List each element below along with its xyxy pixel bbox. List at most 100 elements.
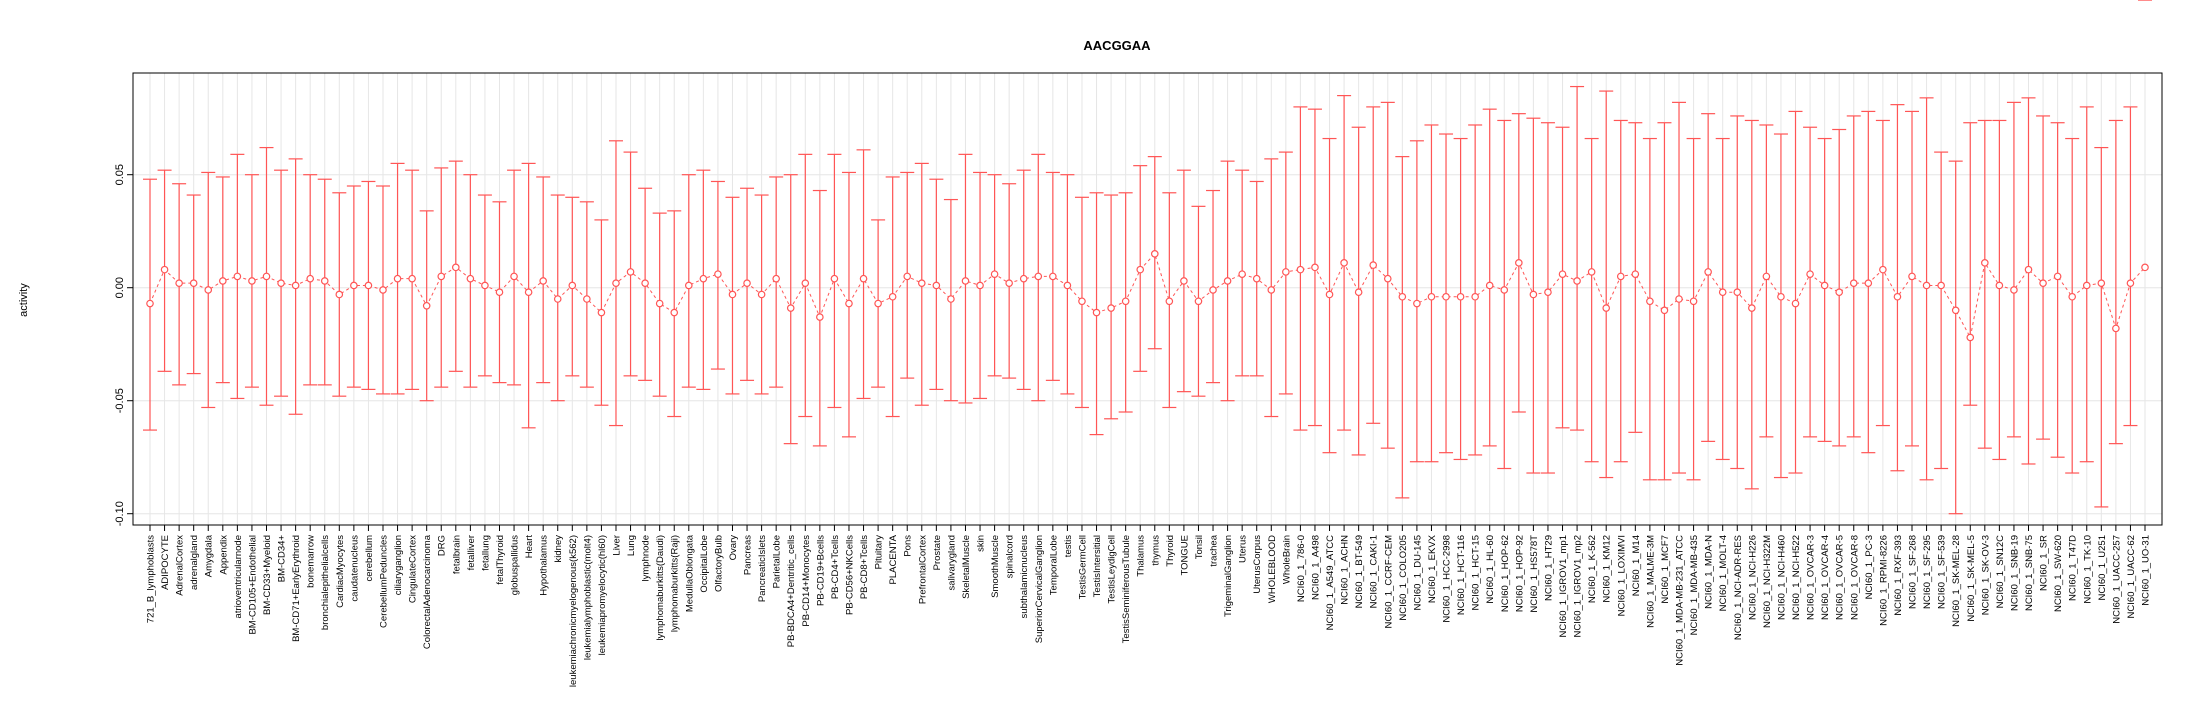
x-tick-label: NCI60_1_786-0 (1296, 535, 1307, 602)
data-point (801, 279, 810, 287)
x-tick-label: leukemiapromyelocytic(hl60) (597, 535, 608, 655)
x-tick-label: NCI60_1_SK-OV-3 (1980, 535, 1991, 615)
data-point (1762, 272, 1771, 281)
data-point (1354, 288, 1363, 297)
x-tick-label: NCI60_1_NCI-H460 (1776, 535, 1787, 620)
data-point (2141, 263, 2149, 272)
x-tick-label: NCI60_1_MALME-3M (1645, 535, 1656, 628)
data-point (466, 274, 475, 283)
data-point (1602, 304, 1611, 312)
x-tick-label: subthalamicnucleus (1019, 535, 1030, 619)
data-point (714, 270, 722, 278)
x-tick-label: SmoothMuscle (990, 535, 1001, 598)
x-tick-label: MedullaOblongata (684, 534, 695, 612)
x-tick-label: NCI60_1_HCT-116 (1456, 535, 1467, 615)
x-tick-label: NCI60_1_SF-295 (1922, 535, 1933, 609)
x-tick-label: Liver (611, 535, 622, 556)
point-layer (146, 250, 2149, 342)
data-point (626, 268, 635, 276)
x-tick-label: ParietalLobe (772, 535, 783, 588)
x-tick-label: NCI60_1_NCI-H322M (1762, 535, 1773, 628)
data-point (1471, 292, 1479, 301)
x-tick-label: NCI60_1_U251 (2097, 535, 2108, 601)
x-tick-label: NCI60_1_NCI-H522 (1791, 535, 1802, 620)
x-tick-label: NCI60_1_SF-268 (1908, 535, 1919, 609)
data-point (699, 274, 708, 283)
data-point (1223, 277, 1232, 285)
data-point (1485, 281, 1494, 290)
data-point (1456, 292, 1465, 301)
x-tick-label: NCI60_1_OVCAR-4 (1820, 535, 1831, 620)
plot-frame (132, 72, 2163, 526)
x-tick-label: Lung (626, 535, 637, 556)
data-point (830, 274, 839, 283)
data-point (1544, 288, 1552, 297)
data-point (728, 290, 737, 299)
x-tick-label: NCI60_1_PC-3 (1864, 535, 1875, 599)
x-tick-label: NCI60_1_CAKI-1 (1369, 535, 1380, 608)
data-point (684, 281, 693, 290)
data-point (1078, 297, 1086, 306)
x-tick-label: PrefrontalCortex (917, 535, 928, 604)
data-point (1267, 286, 1276, 294)
data-point (1515, 259, 1523, 267)
data-point (816, 313, 824, 321)
x-tick-label: lymphomaburkitts(Daudi) (655, 535, 666, 641)
x-tick-label: cerebellum (364, 535, 375, 582)
x-tick-label: TestisLeydigCell (1107, 535, 1118, 604)
x-tick-label: ciliaryganglion (393, 535, 404, 595)
data-point (612, 279, 620, 287)
x-tick-label: ColorectalAdenocarcinoma (422, 534, 433, 649)
data-point (1500, 286, 1509, 294)
data-point (1107, 304, 1115, 312)
x-tick-label: NCI60_1_KM12 (1602, 535, 1613, 603)
x-tick-label: NCI60_1_HCT-15 (1471, 535, 1482, 611)
data-point (219, 277, 227, 285)
x-tick-label: NCI60_1_EKVX (1427, 534, 1438, 603)
data-point (1966, 333, 1975, 342)
data-point (859, 274, 868, 283)
data-point (641, 279, 649, 287)
data-point (743, 279, 751, 287)
data-point (2024, 265, 2033, 274)
data-point (1849, 279, 1858, 287)
data-point (1383, 274, 1392, 283)
x-tick-label: TestisSeminiferousTubule (1121, 535, 1132, 643)
x-tick-label: NCI60_1_IGROV1_mp2 (1573, 535, 1584, 637)
data-point (655, 299, 664, 308)
data-point (1806, 270, 1814, 278)
chart-title: AACGGAA (1083, 38, 1151, 53)
x-tick-label: spinalcord (1005, 535, 1016, 578)
x-tick-label: PB-BDCA4+Dentritic_cells (786, 535, 797, 647)
data-point (379, 286, 387, 294)
data-point (2112, 324, 2120, 333)
data-point (1165, 297, 1174, 306)
x-tick-label: TemporalLobe (1048, 535, 1059, 595)
x-tick-label: NCI60_1_HOP-62 (1500, 535, 1511, 612)
x-tick-label: PB-CD56+NKCells (844, 535, 855, 615)
data-point (976, 281, 984, 290)
x-tick-label: Thalamus (1136, 535, 1147, 577)
data-point (1573, 277, 1581, 285)
data-point (510, 272, 518, 281)
data-point (1252, 274, 1261, 283)
data-point (568, 281, 577, 290)
x-tick-label: SuperiorCervicalGanglion (1034, 535, 1045, 643)
data-point (189, 279, 198, 287)
x-tick-label: Pituitary (874, 535, 885, 570)
x-tick-label: adrenalgland (189, 535, 200, 590)
data-point (1194, 297, 1203, 306)
data-point (1995, 281, 2004, 290)
data-point (1893, 292, 1902, 301)
x-tick-label: leukemialymphoblastic(molt4) (582, 535, 593, 660)
data-point (539, 277, 547, 285)
data-point (422, 301, 431, 310)
data-point (481, 281, 489, 290)
data-point (2053, 272, 2062, 281)
x-tick-label: NCI60_1_TK-10 (2082, 535, 2093, 604)
data-point (1835, 288, 1843, 297)
x-tick-label: TestisIntersitial (1092, 535, 1103, 597)
x-tick-label: PB-CD8+Tcells (859, 535, 870, 599)
x-tick-label: NCI60_1_SNB-75 (2024, 535, 2035, 611)
data-point (262, 272, 271, 281)
